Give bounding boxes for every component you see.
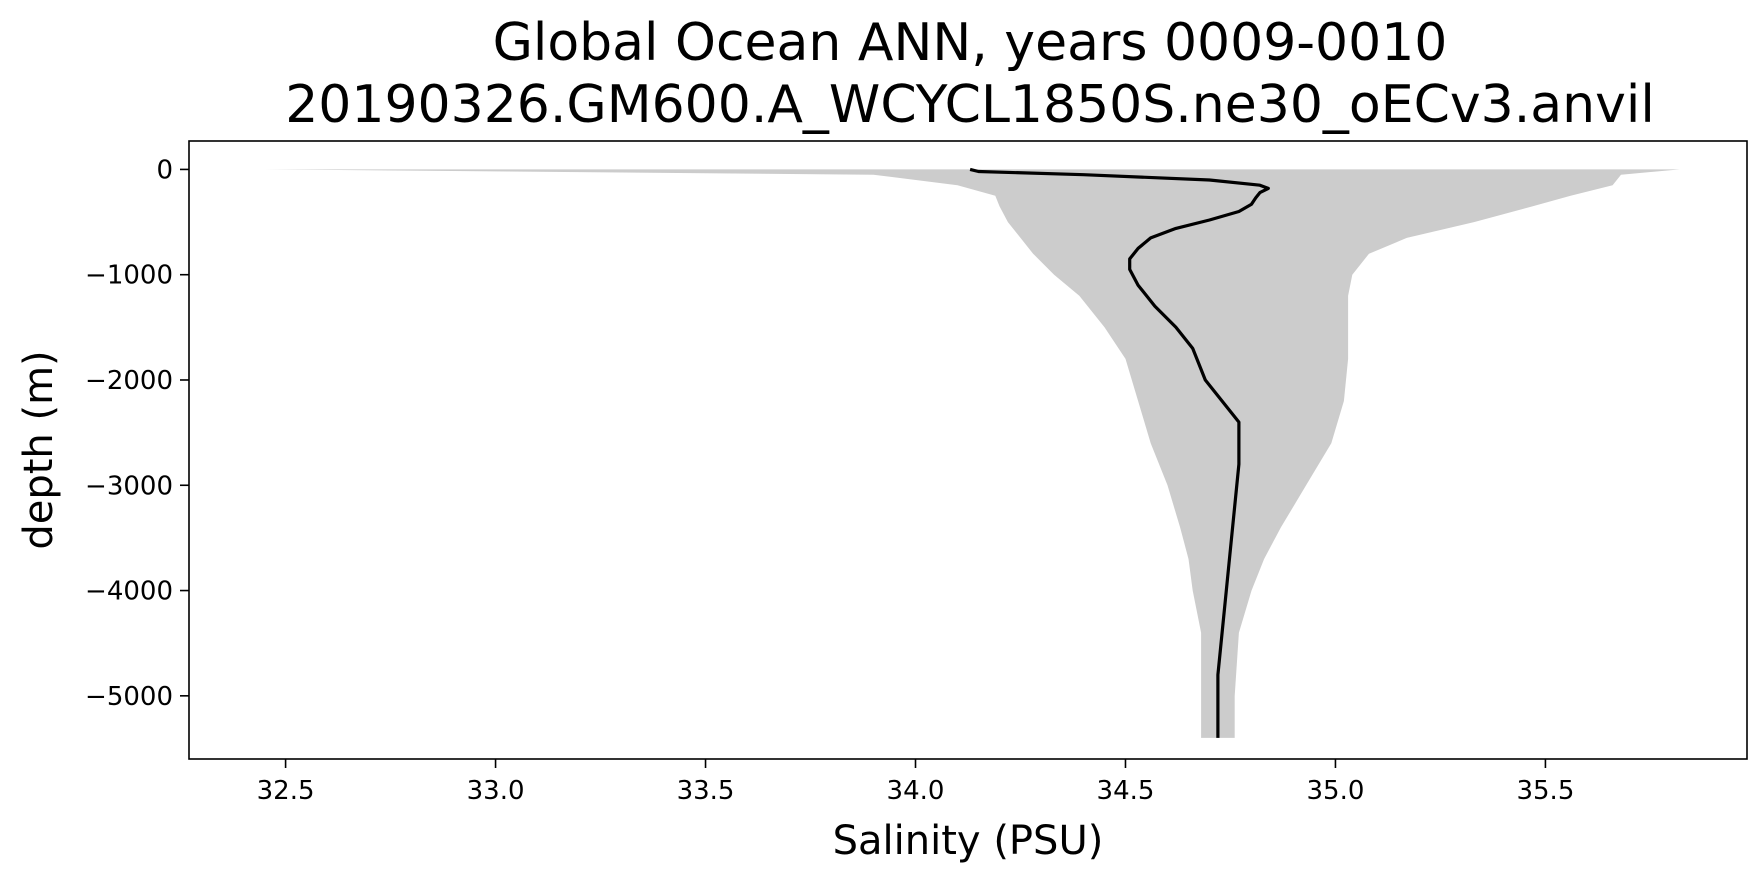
y-axis-label: depth (m) <box>16 350 62 549</box>
range-band <box>264 169 1680 738</box>
y-axis: 0 −1000 −2000 −3000 −4000 −5000 <box>85 155 189 712</box>
y-tick-label: −5000 <box>85 682 173 712</box>
x-axis-label: Salinity (PSU) <box>833 818 1104 864</box>
x-tick-label: 33.0 <box>467 776 525 806</box>
chart-title: Global Ocean ANN, years 0009-0010 <box>493 13 1448 73</box>
series-line-0 <box>969 167 1270 738</box>
axes-frame <box>188 140 1748 760</box>
x-tick-label: 34.5 <box>1097 776 1155 806</box>
y-tick-label: −2000 <box>85 366 173 396</box>
x-tick-label: 34.0 <box>887 776 945 806</box>
x-axis: 32.5 33.0 33.5 34.0 34.5 35.0 35.5 <box>257 759 1574 806</box>
y-tick-label: 0 <box>156 155 173 185</box>
x-tick-label: 32.5 <box>257 776 315 806</box>
y-tick-label: −4000 <box>85 577 173 607</box>
x-tick-label: 33.5 <box>677 776 735 806</box>
chart-subtitle: 20190326.GM600.A_WCYCL1850S.ne30_oECv3.a… <box>285 75 1655 135</box>
x-tick-label: 35.5 <box>1516 776 1574 806</box>
y-tick-label: −3000 <box>85 471 173 501</box>
plot-area <box>264 167 1680 738</box>
y-tick-label: −1000 <box>85 261 173 291</box>
x-tick-label: 35.0 <box>1307 776 1365 806</box>
